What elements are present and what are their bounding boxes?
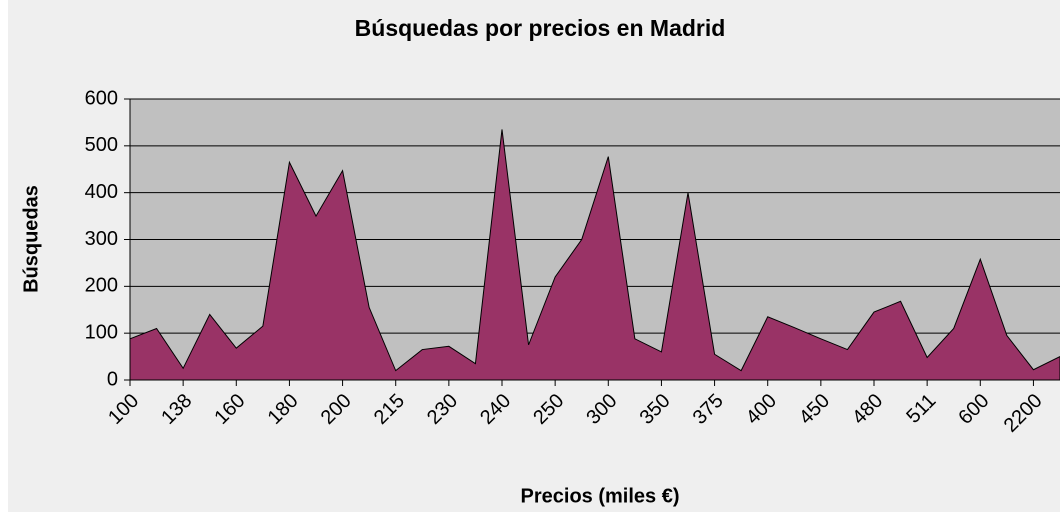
y-tick-label: 400	[85, 181, 118, 203]
x-axis-title: Precios (miles €)	[521, 485, 680, 507]
y-tick-label: 300	[85, 228, 118, 250]
y-tick-label: 600	[85, 87, 118, 109]
area	[129, 129, 1060, 381]
y-tick-label: 100	[85, 321, 118, 343]
y-tick-label: 500	[85, 134, 118, 156]
y-tick-label: 200	[85, 275, 118, 297]
y-tick-label: 0	[107, 368, 118, 390]
y-axis-title: Búsquedas	[20, 185, 42, 293]
chart-title: Búsquedas por precios en Madrid	[355, 15, 726, 41]
